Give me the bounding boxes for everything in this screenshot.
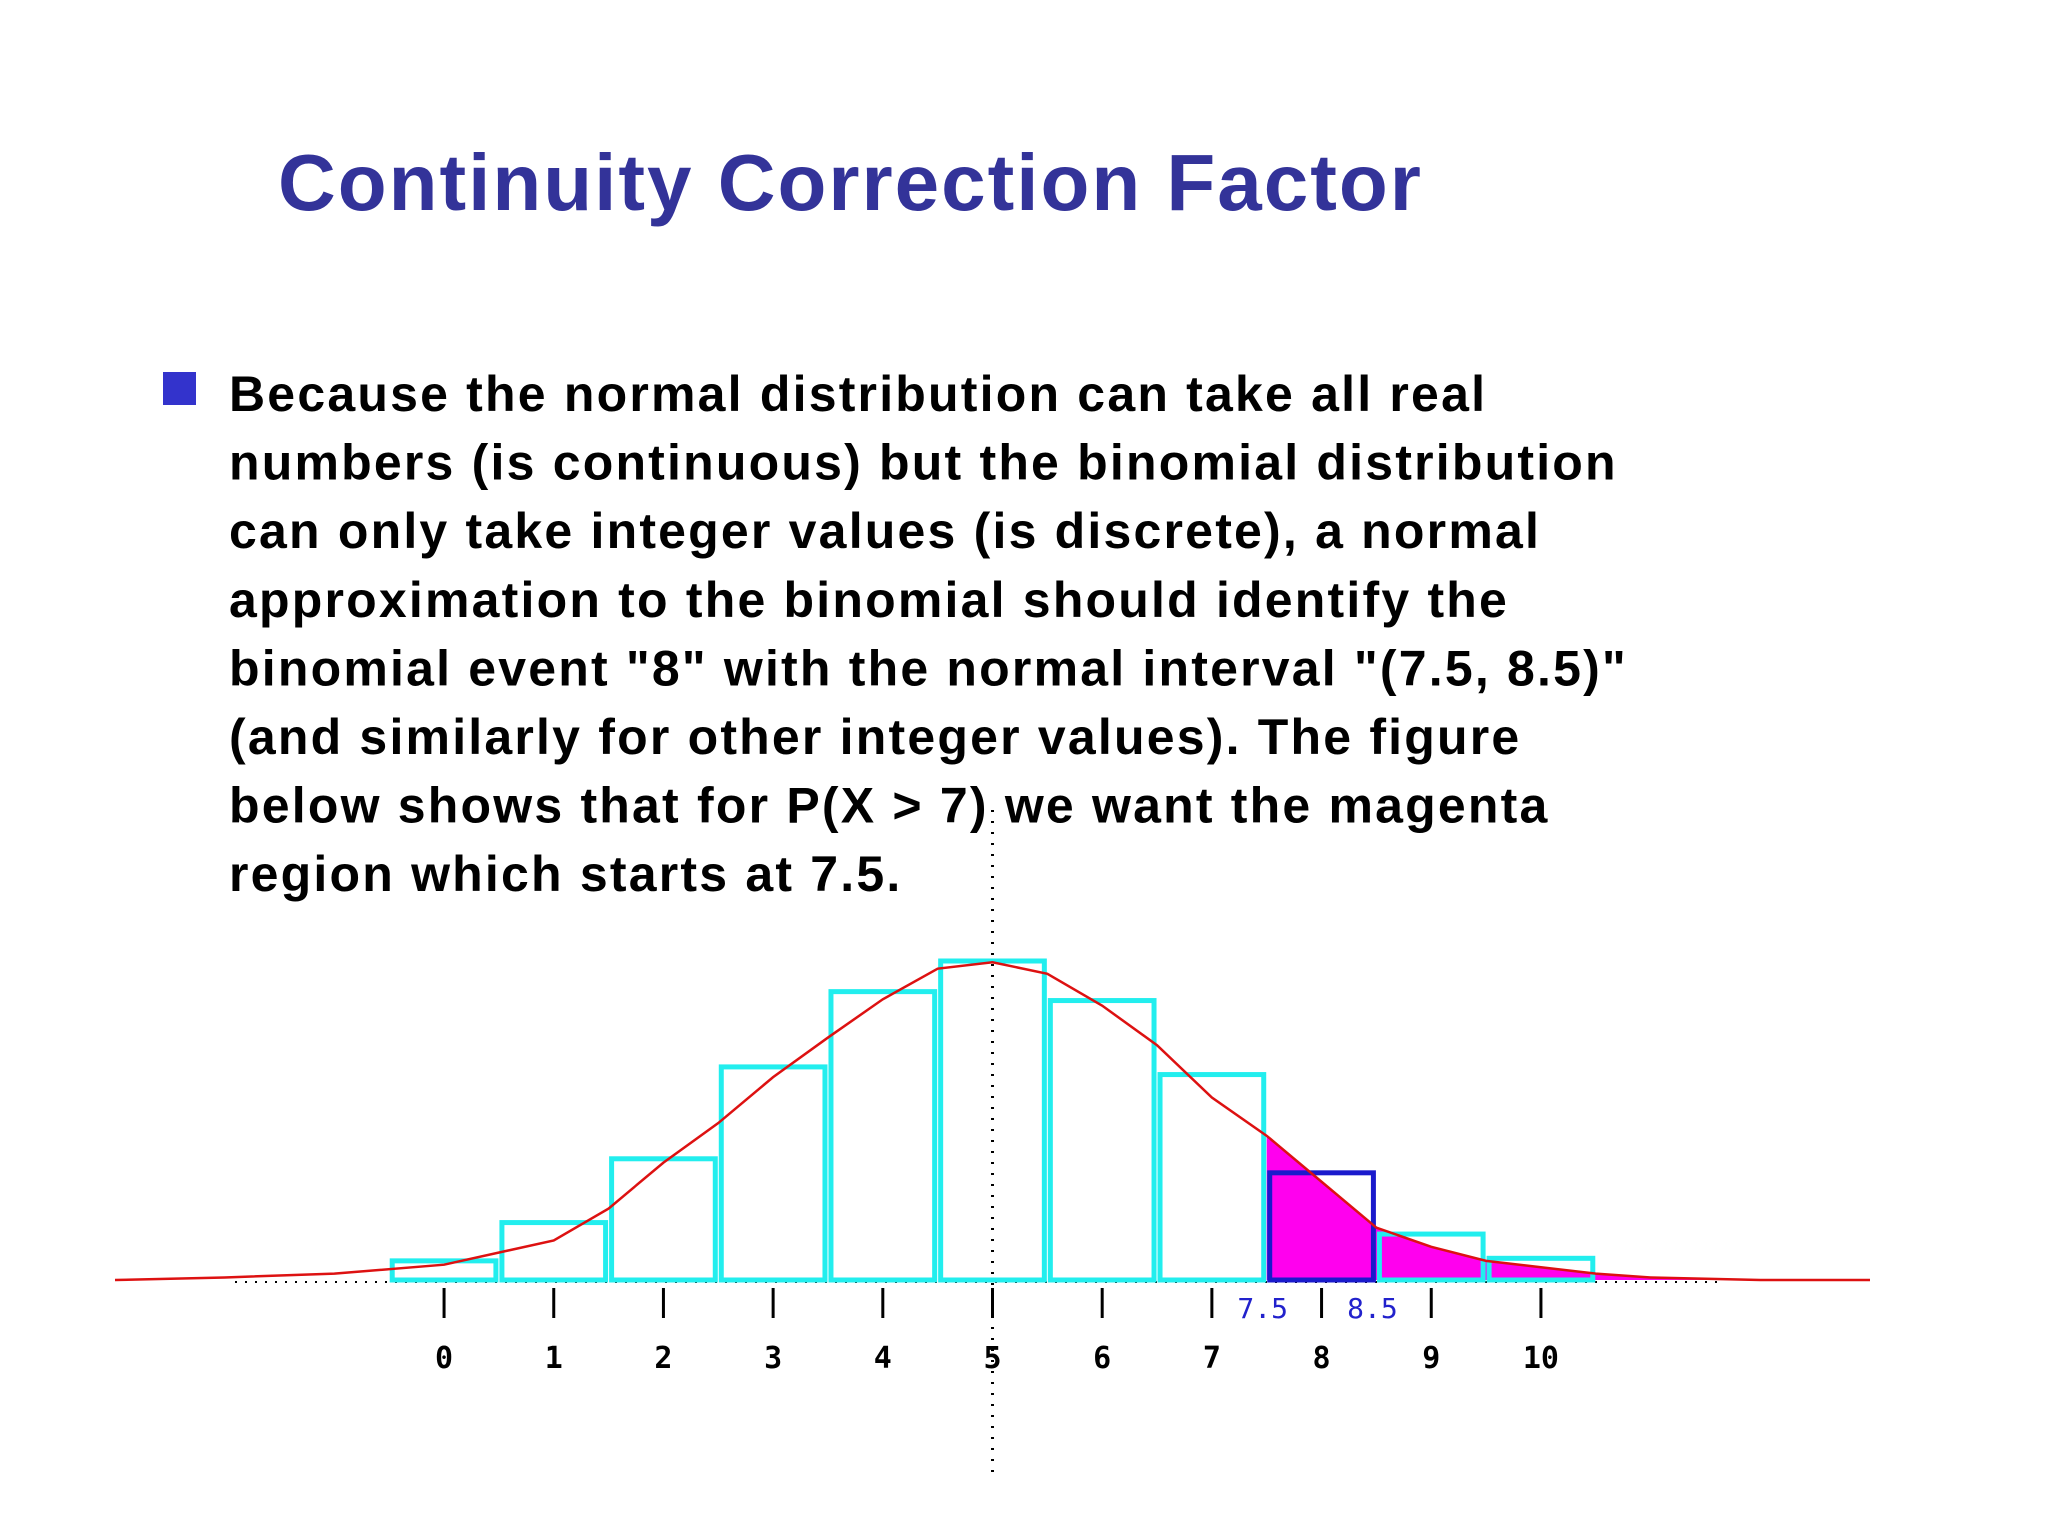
slide-title: Continuity Correction Factor xyxy=(278,138,1423,227)
bar xyxy=(1486,1255,1596,1283)
bar xyxy=(499,1220,609,1283)
bar xyxy=(609,1156,718,1283)
bullet-line: numbers (is continuous) but the binomial… xyxy=(229,435,1618,491)
x-tick-label: 6 xyxy=(1093,1341,1111,1376)
bullet-text: Because the normal distribution can take… xyxy=(229,366,1628,902)
x-tick-label: 3 xyxy=(764,1341,782,1376)
bar xyxy=(718,1064,828,1283)
bullet-line: approximation to the binomial should ide… xyxy=(229,572,1509,628)
bar xyxy=(938,958,1047,1283)
annotation-label: 7.5 xyxy=(1237,1292,1288,1325)
bar xyxy=(828,989,938,1283)
bar xyxy=(1376,1231,1486,1283)
x-tick-label: 10 xyxy=(1523,1341,1559,1376)
x-tick-label: 9 xyxy=(1422,1341,1440,1376)
bullet-line: binomial event "8" with the normal inter… xyxy=(229,640,1628,696)
x-tick-label: 0 xyxy=(435,1341,453,1376)
bullet-line: can only take integer values (is discret… xyxy=(229,503,1541,559)
x-tick-label: 8 xyxy=(1313,1341,1331,1376)
bullet-square xyxy=(163,372,196,405)
bullet-line: Because the normal distribution can take… xyxy=(229,366,1487,422)
bullet-line: below shows that for P(X > 7) we want th… xyxy=(229,778,1550,834)
chart: 0 1 2 3 4 5 6 7 8 9 10 7.5 8.5 xyxy=(114,810,1870,1476)
bar xyxy=(1157,1072,1267,1283)
x-tick-label: 1 xyxy=(545,1341,563,1376)
bullet-line: region which starts at 7.5. xyxy=(229,846,902,902)
annotation-label: 8.5 xyxy=(1347,1292,1398,1325)
x-tick-label: 4 xyxy=(874,1341,892,1376)
x-tick-label: 7 xyxy=(1203,1341,1221,1376)
normal-curve xyxy=(114,961,1870,1282)
x-tick-label: 2 xyxy=(654,1341,672,1376)
x-tick-label: 5 xyxy=(983,1341,1001,1376)
bar xyxy=(1047,998,1157,1283)
bar xyxy=(389,1258,499,1283)
shaded-region xyxy=(1266,1135,1870,1280)
bullet-line: (and similarly for other integer values)… xyxy=(229,709,1521,765)
